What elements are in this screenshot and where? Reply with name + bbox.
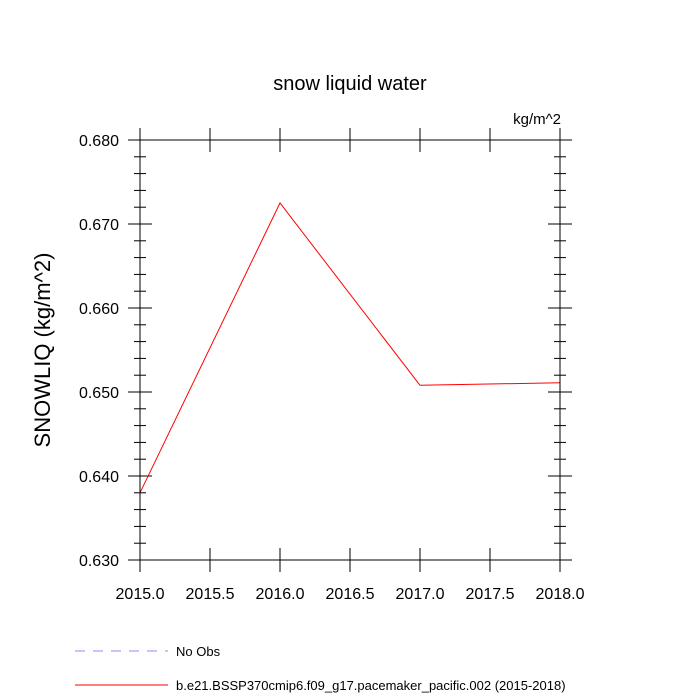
y-tick-label: 0.660 <box>79 301 119 318</box>
y-tick-label: 0.680 <box>79 133 119 150</box>
axis-ticks <box>128 128 572 572</box>
x-tick-label: 2015.5 <box>186 586 235 603</box>
x-tick-label: 2015.0 <box>116 586 165 603</box>
x-tick-label: 2017.5 <box>466 586 515 603</box>
legend-label-no-obs: No Obs <box>176 644 221 659</box>
chart-title: snow liquid water <box>273 73 427 95</box>
x-tick-label: 2017.0 <box>396 586 445 603</box>
x-tick-label: 2016.5 <box>326 586 375 603</box>
legend-label-series: b.e21.BSSP370cmip6.f09_g17.pacemaker_pac… <box>176 678 566 693</box>
units-label: kg/m^2 <box>513 111 561 128</box>
x-tick-label: 2018.0 <box>536 586 585 603</box>
y-axis-label: SNOWLIQ (kg/m^2) <box>30 253 55 448</box>
y-tick-label: 0.640 <box>79 469 119 486</box>
y-tick-label: 0.650 <box>79 385 119 402</box>
axis-tick-labels: 2015.0 2015.5 2016.0 2016.5 2017.0 2017.5 2018… <box>79 133 585 603</box>
legend: No Obs b.e21.BSSP370cmip6.f09_g17.pacema… <box>75 644 566 693</box>
y-tick-label: 0.670 <box>79 217 119 234</box>
series-layer <box>139 202 561 494</box>
plot-frame <box>139 139 561 561</box>
series-line <box>139 202 561 494</box>
x-tick-label: 2016.0 <box>256 586 305 603</box>
y-tick-label: 0.630 <box>79 553 119 570</box>
